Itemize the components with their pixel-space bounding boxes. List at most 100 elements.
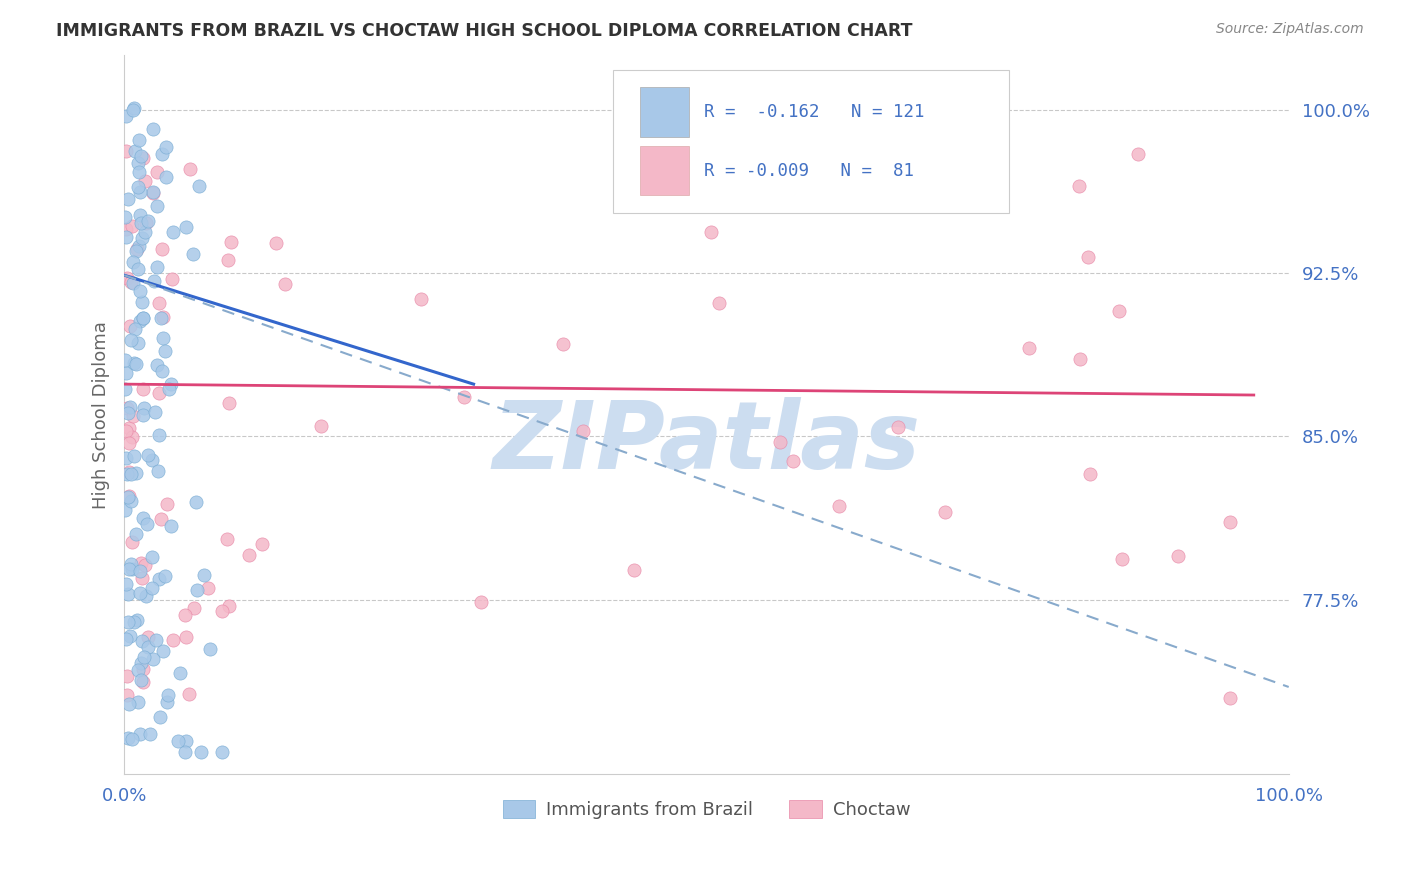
- Point: [128, 238, 150, 252]
- Point: [127, 664, 149, 678]
- Point: [122, 101, 145, 115]
- Point: [153, 344, 176, 359]
- Point: [146, 464, 169, 478]
- Point: [129, 656, 152, 670]
- Point: [146, 358, 169, 372]
- Text: R = -0.009   N =  81: R = -0.009 N = 81: [704, 161, 914, 179]
- Point: [187, 178, 209, 193]
- Point: [141, 651, 163, 665]
- Text: ZIPatlas: ZIPatlas: [492, 398, 921, 490]
- Point: [551, 337, 574, 351]
- Point: [782, 454, 804, 468]
- Point: [121, 409, 143, 424]
- Point: [118, 489, 141, 503]
- Point: [115, 451, 138, 466]
- Point: [148, 573, 170, 587]
- Point: [117, 615, 139, 630]
- Point: [135, 216, 157, 230]
- Point: [132, 401, 155, 416]
- Point: [115, 424, 138, 438]
- Point: [769, 435, 792, 450]
- Point: [136, 214, 159, 228]
- Point: [120, 557, 142, 571]
- Point: [166, 734, 188, 748]
- Point: [181, 247, 204, 261]
- Point: [238, 548, 260, 562]
- Point: [114, 632, 136, 647]
- Point: [148, 428, 170, 442]
- Point: [136, 517, 159, 532]
- Point: [127, 180, 149, 194]
- Point: [152, 330, 174, 344]
- Point: [218, 395, 240, 409]
- Point: [149, 710, 172, 724]
- Point: [127, 155, 149, 169]
- Point: [129, 149, 152, 163]
- Point: [131, 571, 153, 585]
- FancyBboxPatch shape: [640, 145, 689, 195]
- Point: [115, 401, 138, 415]
- Text: IMMIGRANTS FROM BRAZIL VS CHOCTAW HIGH SCHOOL DIPLOMA CORRELATION CHART: IMMIGRANTS FROM BRAZIL VS CHOCTAW HIGH S…: [56, 22, 912, 40]
- Point: [122, 449, 145, 463]
- Point: [470, 595, 492, 609]
- Point: [190, 745, 212, 759]
- Point: [118, 562, 141, 576]
- Point: [162, 272, 184, 286]
- Point: [129, 727, 152, 741]
- Point: [149, 311, 172, 326]
- Point: [120, 467, 142, 481]
- Point: [174, 608, 197, 623]
- Point: [120, 334, 142, 348]
- Point: [120, 400, 142, 414]
- Point: [143, 405, 166, 419]
- Point: [799, 195, 821, 210]
- Point: [128, 314, 150, 328]
- Point: [131, 230, 153, 244]
- Point: [198, 642, 221, 657]
- Point: [125, 244, 148, 259]
- Point: [1077, 250, 1099, 264]
- Point: [122, 277, 145, 291]
- Point: [122, 615, 145, 629]
- Point: [131, 382, 153, 396]
- Point: [120, 629, 142, 643]
- Point: [114, 353, 136, 368]
- Point: [129, 185, 152, 199]
- Point: [186, 582, 208, 597]
- Point: [1018, 341, 1040, 355]
- Point: [132, 311, 155, 326]
- Point: [1108, 304, 1130, 318]
- Point: [118, 697, 141, 711]
- Point: [152, 364, 174, 378]
- Point: [121, 430, 143, 444]
- Point: [142, 122, 165, 136]
- Point: [409, 293, 432, 307]
- Point: [453, 390, 475, 404]
- Point: [197, 582, 219, 596]
- Point: [156, 696, 179, 710]
- Point: [132, 311, 155, 326]
- Point: [121, 219, 143, 234]
- Point: [1111, 552, 1133, 566]
- Point: [184, 495, 207, 509]
- Point: [218, 599, 240, 613]
- Point: [156, 497, 179, 511]
- Point: [115, 669, 138, 683]
- Point: [142, 185, 165, 199]
- Point: [122, 255, 145, 269]
- Point: [117, 491, 139, 505]
- Point: [134, 650, 156, 665]
- Point: [145, 632, 167, 647]
- Point: [135, 590, 157, 604]
- Point: [1219, 516, 1241, 530]
- Point: [129, 673, 152, 688]
- Point: [934, 506, 956, 520]
- Point: [141, 452, 163, 467]
- Point: [118, 318, 141, 333]
- Point: [150, 147, 173, 161]
- Point: [1069, 352, 1091, 367]
- Point: [145, 260, 167, 275]
- Point: [219, 235, 242, 249]
- Point: [1128, 147, 1150, 161]
- Point: [115, 467, 138, 481]
